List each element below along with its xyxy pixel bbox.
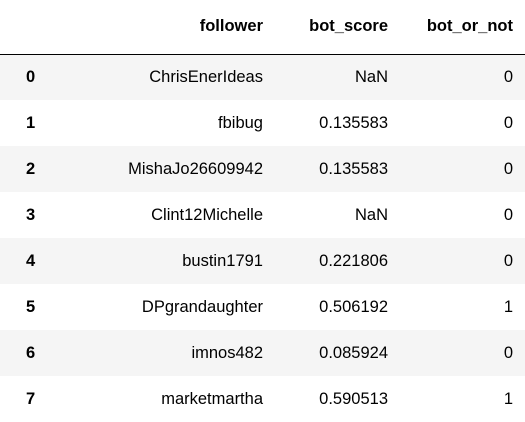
- bot-or-not-cell: 0: [503, 113, 513, 132]
- follower-cell: imnos482: [191, 343, 263, 362]
- table-row: 5 DPgrandaughter 0.506192 1: [0, 284, 525, 330]
- follower-cell: DPgrandaughter: [141, 297, 263, 316]
- row-index: 3: [26, 205, 36, 224]
- table-row: 3 Clint12Michelle NaN 0: [0, 192, 525, 238]
- table-row: 0 ChrisEnerIdeas NaN 0: [0, 54, 525, 100]
- row-index: 6: [26, 343, 36, 362]
- follower-cell: bustin1791: [182, 251, 263, 270]
- index-header: [0, 0, 50, 55]
- column-header-bot-score: bot_score: [275, 0, 400, 55]
- bot-or-not-cell: 1: [503, 297, 513, 316]
- bot-score-cell: 0.135583: [319, 113, 388, 132]
- row-index: 0: [26, 67, 36, 86]
- bot-or-not-cell: 0: [503, 343, 513, 362]
- follower-cell: Clint12Michelle: [151, 205, 263, 224]
- bot-score-cell: 0.590513: [319, 389, 388, 408]
- bot-or-not-cell: 0: [503, 205, 513, 224]
- follower-cell: ChrisEnerIdeas: [149, 67, 263, 86]
- bot-score-cell: NaN: [354, 67, 388, 86]
- bot-or-not-cell: 1: [503, 389, 513, 408]
- bot-score-cell: 0.506192: [319, 297, 388, 316]
- bot-score-cell: NaN: [354, 205, 388, 224]
- row-index: 2: [26, 159, 36, 178]
- bot-or-not-cell: 0: [503, 159, 513, 178]
- follower-cell: MishaJo26609942: [128, 159, 263, 178]
- table-header: follower bot_score bot_or_not: [0, 0, 525, 55]
- bot-score-cell: 0.221806: [319, 251, 388, 270]
- row-index: 7: [26, 389, 36, 408]
- column-header-follower: follower: [50, 0, 275, 55]
- table-row: 6 imnos482 0.085924 0: [0, 330, 525, 376]
- bot-or-not-cell: 0: [503, 251, 513, 270]
- bot-or-not-cell: 0: [503, 67, 513, 86]
- row-index: 1: [26, 113, 36, 132]
- table-row: 7 marketmartha 0.590513 1: [0, 376, 525, 422]
- row-index: 4: [26, 251, 36, 270]
- table-row: 1 fbibug 0.135583 0: [0, 100, 525, 146]
- bot-score-cell: 0.085924: [319, 343, 388, 362]
- table-row: 4 bustin1791 0.221806 0: [0, 238, 525, 284]
- row-index: 5: [26, 297, 36, 316]
- table-row: 2 MishaJo26609942 0.135583 0: [0, 146, 525, 192]
- column-header-bot-or-not: bot_or_not: [400, 0, 525, 55]
- header-row: follower bot_score bot_or_not: [0, 0, 525, 55]
- follower-cell: marketmartha: [161, 389, 263, 408]
- table-body: 0 ChrisEnerIdeas NaN 0 1 fbibug 0.135583…: [0, 54, 525, 422]
- follower-cell: fbibug: [218, 113, 263, 132]
- bot-score-cell: 0.135583: [319, 159, 388, 178]
